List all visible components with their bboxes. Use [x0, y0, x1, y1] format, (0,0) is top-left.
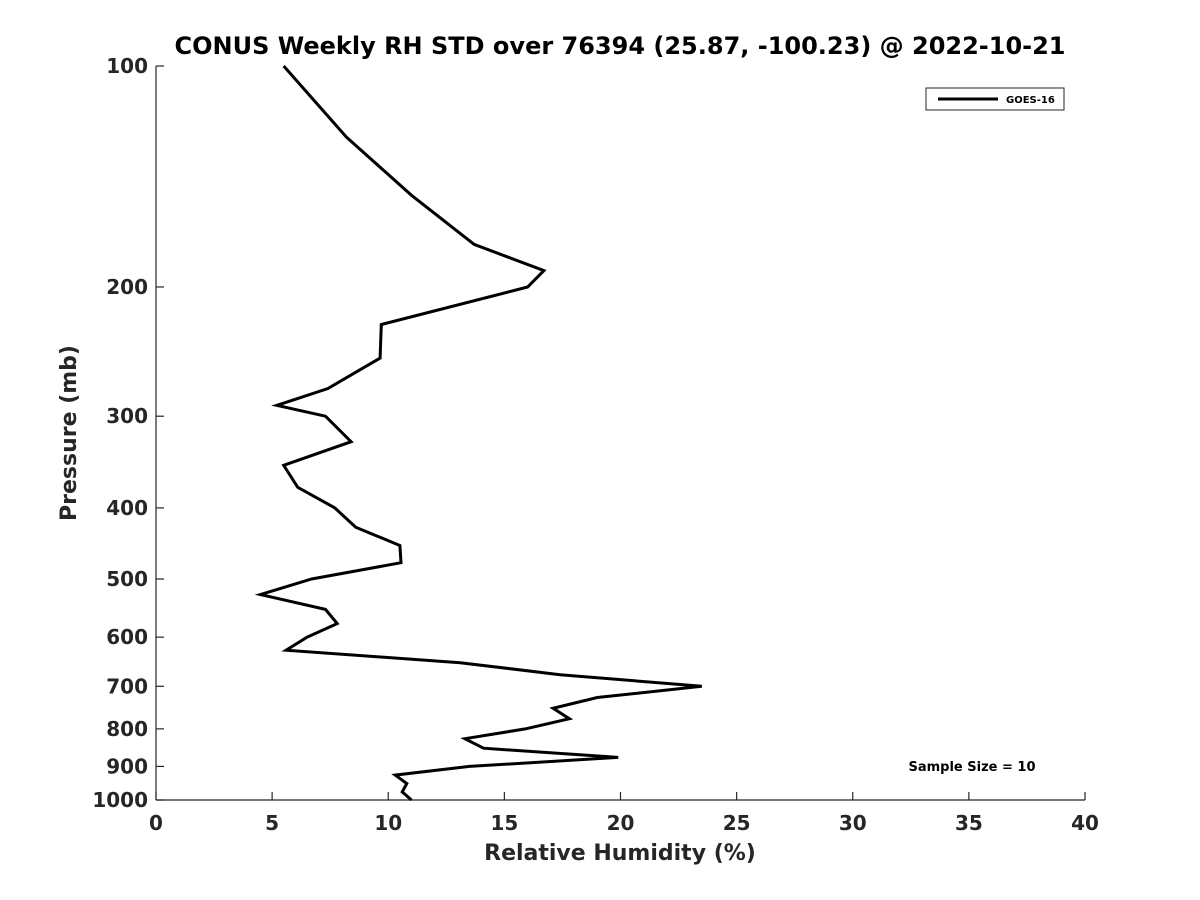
x-tick-label: 35 — [955, 811, 983, 835]
series-line-goes-16 — [254, 65, 702, 802]
x-tick-label: 10 — [374, 811, 402, 835]
x-tick-label: 40 — [1071, 811, 1099, 835]
x-axis-label: Relative Humidity (%) — [484, 841, 756, 866]
y-axis-label: Pressure (mb) — [57, 345, 82, 521]
y-tick-label: 700 — [106, 674, 148, 698]
sample-size-annotation: Sample Size = 10 — [908, 760, 1035, 775]
x-tick-label: 0 — [149, 811, 163, 835]
x-tick-label: 25 — [723, 811, 751, 835]
axes-frame — [155, 66, 1085, 801]
x-tick-label: 15 — [490, 811, 518, 835]
y-tick-label: 600 — [106, 625, 148, 649]
y-tick-label: 500 — [106, 567, 148, 591]
x-tick-label: 20 — [607, 811, 635, 835]
legend: GOES-16 — [925, 87, 1065, 111]
chart-title: CONUS Weekly RH STD over 76394 (25.87, -… — [174, 32, 1065, 60]
y-tick-label: 900 — [106, 754, 148, 778]
y-axis-ticks: 100 200 300 400 500 600 700 800 900 1000 — [92, 54, 164, 812]
x-axis-ticks: 0 5 10 15 20 25 30 35 40 — [149, 792, 1099, 835]
y-tick-label: 1000 — [92, 788, 148, 812]
y-tick-label: 100 — [106, 54, 148, 78]
y-tick-label: 200 — [106, 275, 148, 299]
y-tick-label: 400 — [106, 496, 148, 520]
y-tick-label: 800 — [106, 717, 148, 741]
y-tick-label: 300 — [106, 404, 148, 428]
x-tick-label: 5 — [265, 811, 279, 835]
x-tick-label: 30 — [839, 811, 867, 835]
legend-label-goes-16: GOES-16 — [1006, 95, 1055, 106]
series-layer — [254, 65, 702, 802]
